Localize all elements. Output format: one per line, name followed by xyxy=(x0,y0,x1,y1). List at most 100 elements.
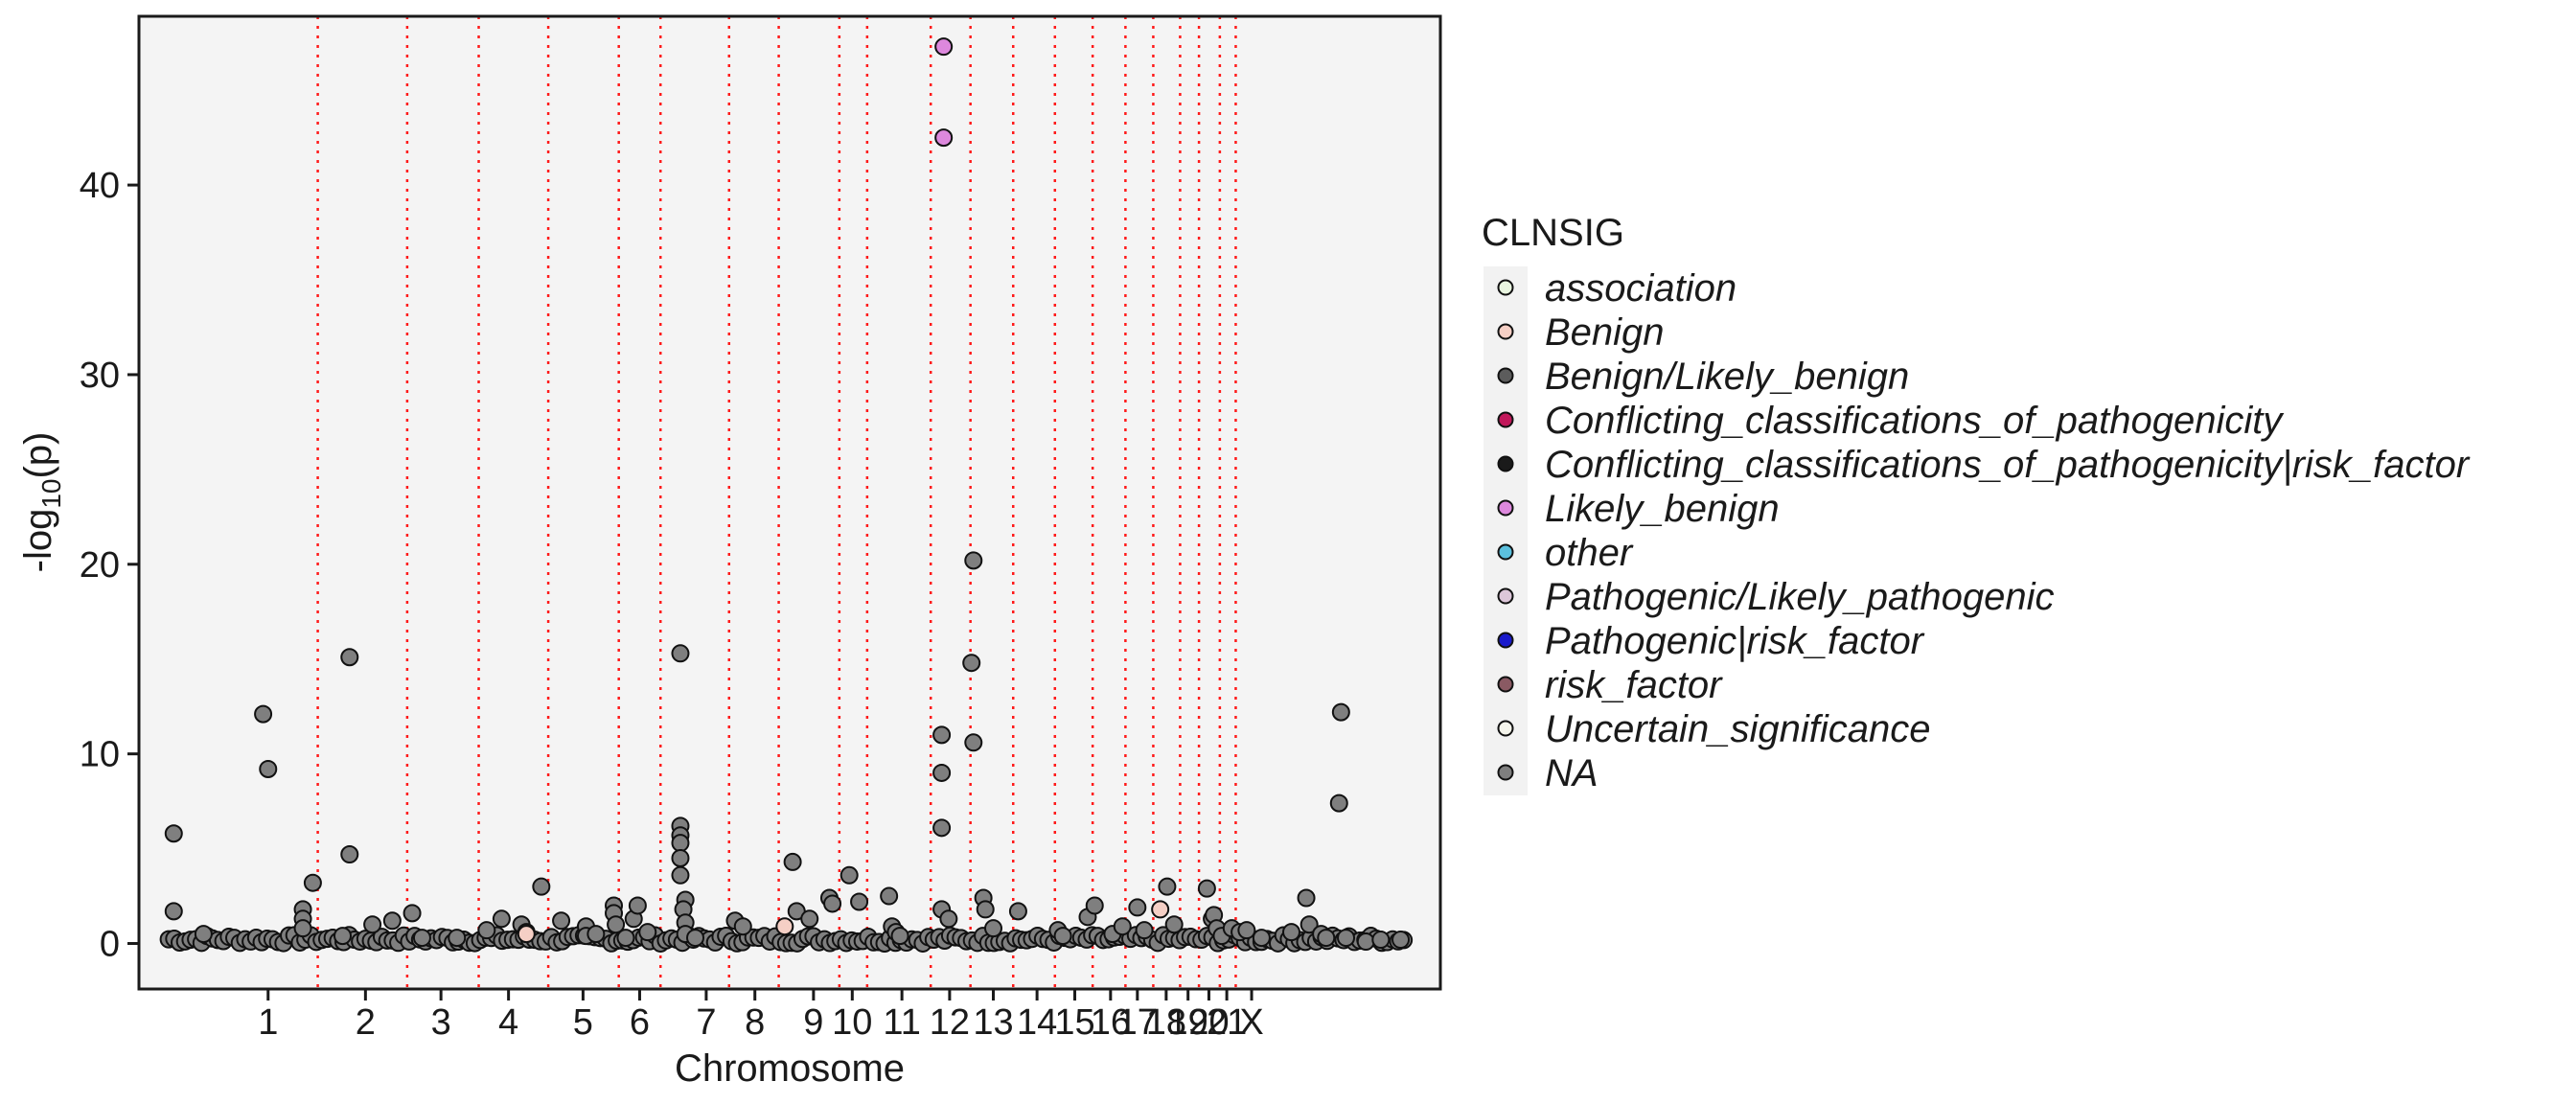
x-tick-label-chr-10: 10 xyxy=(832,1002,872,1043)
x-tick-label-chr-18: 18 xyxy=(1146,1002,1186,1043)
data-point xyxy=(733,917,752,936)
legend-label: Pathogenic/Likely_pathogenic xyxy=(1545,576,2055,618)
y-axis-title-subscript: 10 xyxy=(36,479,66,509)
x-tick-label-chr-7: 7 xyxy=(696,1002,716,1043)
data-point xyxy=(783,852,802,871)
data-point xyxy=(1329,794,1348,813)
legend-key xyxy=(1497,411,1514,428)
data-point xyxy=(477,921,496,940)
data-point xyxy=(962,654,981,673)
data-point xyxy=(984,919,1003,938)
legend-key xyxy=(1497,543,1514,561)
data-point xyxy=(517,925,536,944)
data-point xyxy=(1008,902,1027,921)
data-point xyxy=(412,929,431,948)
data-point xyxy=(890,927,909,946)
data-point xyxy=(880,886,899,906)
x-tick-label-chr-5: 5 xyxy=(573,1002,593,1043)
data-point xyxy=(1297,888,1316,908)
data-point xyxy=(532,877,551,896)
legend-label: NA xyxy=(1545,752,1598,794)
data-point xyxy=(671,644,690,663)
data-point xyxy=(934,128,954,148)
y-tick-label: 30 xyxy=(80,356,120,396)
data-point xyxy=(1128,898,1147,917)
x-tick-label-chr-15: 15 xyxy=(1054,1002,1094,1043)
plot-panel xyxy=(139,16,1440,989)
plot-border xyxy=(137,14,1442,991)
data-point xyxy=(382,911,402,931)
x-tick-label-chr-13: 13 xyxy=(973,1002,1013,1043)
data-point xyxy=(303,873,322,892)
y-tick-label: 0 xyxy=(100,925,120,965)
data-point xyxy=(1151,900,1170,919)
data-point xyxy=(492,909,511,929)
data-point xyxy=(363,915,382,934)
x-tick-label-chr-X: X xyxy=(1239,1002,1263,1043)
legend-label: association xyxy=(1545,267,1736,310)
y-axis-title: -log10(p) xyxy=(17,432,66,573)
data-point xyxy=(1371,931,1391,950)
x-tick-label-chr-2: 2 xyxy=(356,1002,376,1043)
legend-label: Benign/Likely_benign xyxy=(1545,356,1909,398)
x-tick-label-chr-1: 1 xyxy=(258,1002,278,1043)
legend-label: other xyxy=(1545,532,1634,574)
data-point xyxy=(340,845,359,864)
x-tick-label-chr-14: 14 xyxy=(1017,1002,1057,1043)
data-point xyxy=(800,909,819,929)
data-point xyxy=(1085,896,1104,915)
data-point xyxy=(823,894,842,913)
legend-key xyxy=(1497,764,1514,781)
data-point xyxy=(194,925,213,944)
legend-label: Uncertain_significance xyxy=(1545,708,1930,750)
x-tick-label-chr-9: 9 xyxy=(803,1002,823,1043)
data-point xyxy=(976,900,995,919)
x-tick-label-chr-21: 21 xyxy=(1207,1002,1247,1043)
data-point xyxy=(775,917,794,936)
data-point xyxy=(586,925,606,944)
data-point xyxy=(1113,917,1132,936)
legend-key xyxy=(1497,279,1514,296)
data-point xyxy=(671,834,690,853)
x-tick-label-chr-16: 16 xyxy=(1091,1002,1131,1043)
legend-key-background xyxy=(1484,266,1528,795)
legend-label: Conflicting_classifications_of_pathogeni… xyxy=(1545,400,2285,442)
legend-key xyxy=(1497,676,1514,693)
data-point xyxy=(1053,927,1072,946)
y-tick-label: 10 xyxy=(80,735,120,775)
data-point xyxy=(964,551,983,570)
data-point xyxy=(1337,929,1356,948)
data-point xyxy=(552,911,571,931)
legend-key xyxy=(1497,587,1514,605)
data-point xyxy=(1197,879,1216,898)
data-point xyxy=(1237,921,1256,940)
data-point xyxy=(671,848,690,867)
y-tick-label: 40 xyxy=(80,166,120,206)
data-point xyxy=(340,648,359,667)
data-point xyxy=(402,904,422,923)
data-point xyxy=(1317,929,1336,948)
data-point xyxy=(1164,915,1184,934)
legend-label: Benign xyxy=(1545,311,1665,354)
y-tick-label: 20 xyxy=(80,545,120,586)
data-point xyxy=(448,929,467,948)
data-point xyxy=(1252,929,1271,948)
y-axis-title-tail: (p) xyxy=(17,432,59,479)
data-point xyxy=(164,824,183,843)
legend-key xyxy=(1497,323,1514,340)
x-tick-label-chr-11: 11 xyxy=(883,1002,920,1043)
data-point xyxy=(934,37,954,57)
data-point xyxy=(254,704,273,724)
data-point xyxy=(638,923,657,942)
x-tick-label-chr-20: 20 xyxy=(1188,1002,1229,1043)
data-point xyxy=(671,865,690,885)
data-point xyxy=(840,865,859,885)
data-point xyxy=(1331,702,1350,722)
data-point xyxy=(1158,877,1177,896)
y-axis: 0 10 20 30 40 xyxy=(80,166,139,965)
x-tick-label-chr-3: 3 xyxy=(431,1002,451,1043)
data-point xyxy=(334,927,353,946)
legend: CLNSIG associationBenignBenign/Likely_be… xyxy=(1482,212,2471,795)
data-point xyxy=(1392,931,1411,950)
